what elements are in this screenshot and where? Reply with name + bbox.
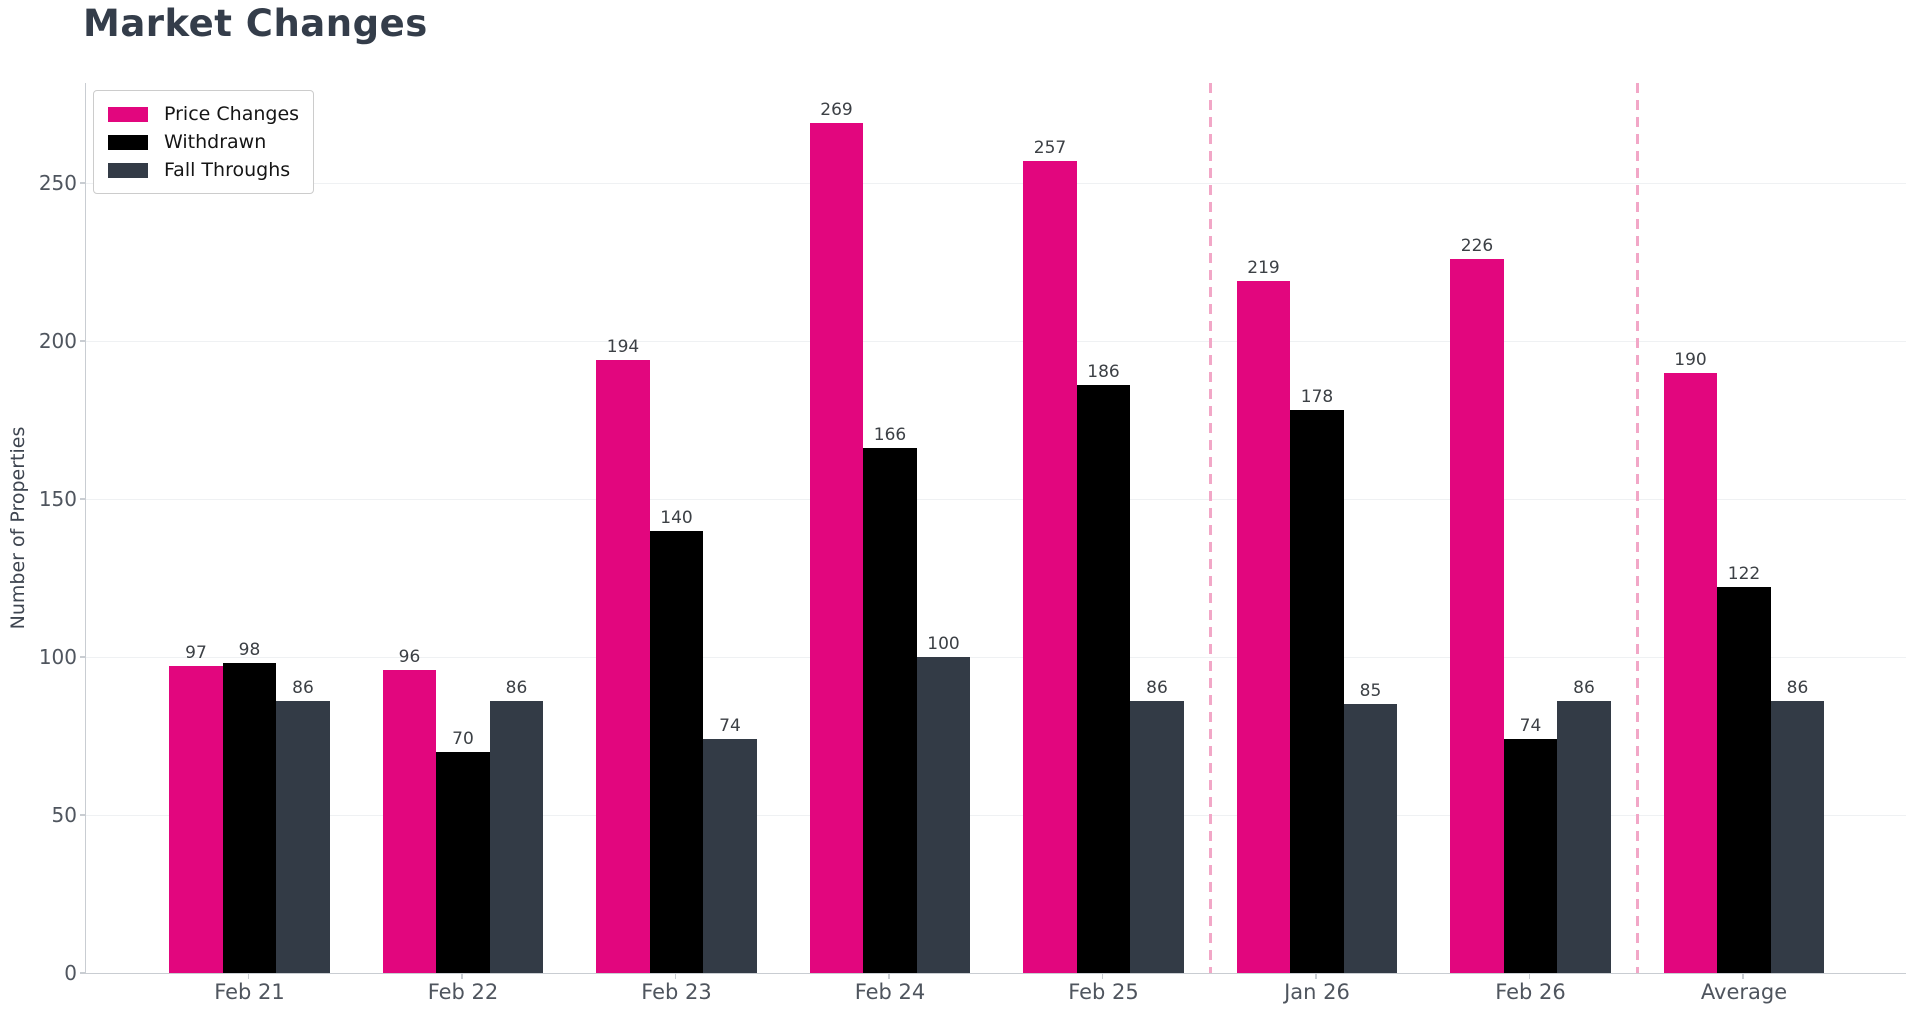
- y-tick-label-150: 150: [38, 486, 77, 511]
- bar-value-label: 194: [606, 336, 640, 357]
- y-tick-label-250: 250: [38, 170, 77, 195]
- plot-area: 97 98 86 Feb 21 96 70 86 Feb 22 194 140 74 Feb 23 26…: [85, 83, 1906, 1004]
- gridline-100: [86, 656, 1906, 658]
- bar-fall-throughs-feb-26: [1557, 701, 1611, 973]
- bar-value-label: 219: [1247, 257, 1280, 278]
- y-tick-mark-0: [80, 972, 85, 974]
- bar-price-changes-jan-26: [1236, 280, 1291, 973]
- bar-value-label: 86: [1146, 678, 1168, 699]
- y-tick-mark-50: [80, 814, 85, 816]
- legend-item-price-changes: Price Changes: [108, 100, 299, 128]
- bar-price-changes-average: [1663, 372, 1718, 973]
- bar-fall-throughs-feb-21: [276, 701, 330, 973]
- y-tick-label-100: 100: [38, 644, 77, 669]
- y-tick-label-200: 200: [38, 328, 77, 353]
- bar-value-label: 86: [1573, 678, 1595, 699]
- gridline-150: [86, 498, 1906, 500]
- x-tick-mark-feb-24: [888, 974, 890, 979]
- bar-price-changes-feb-22: [382, 669, 437, 973]
- x-tick-mark-feb-23: [674, 974, 677, 979]
- bar-withdrawn-feb-21: [222, 663, 277, 973]
- gridline-250: [86, 182, 1906, 184]
- bar-price-changes-feb-23: [596, 359, 650, 973]
- bar-withdrawn-jan-26: [1290, 410, 1344, 973]
- y-tick-label-0: 0: [64, 961, 77, 985]
- bar-value-label: 226: [1460, 235, 1494, 256]
- x-tick-label-average: Average: [1700, 980, 1788, 1004]
- bar-withdrawn-feb-25: [1076, 385, 1131, 973]
- bar-value-label: 74: [719, 716, 741, 737]
- legend-item-fall-throughs: Fall Throughs: [108, 156, 299, 184]
- bar-value-label: 86: [292, 678, 314, 699]
- period-separator-line: [1208, 83, 1212, 973]
- x-tick-label-feb-23: Feb 23: [641, 980, 712, 1004]
- bar-value-label: 269: [820, 99, 853, 120]
- bar-withdrawn-feb-23: [649, 530, 704, 973]
- bar-price-changes-feb-21: [169, 666, 223, 973]
- bar-value-label: 186: [1087, 362, 1120, 383]
- bar-fall-throughs-jan-26: [1343, 704, 1398, 973]
- bar-value-label: 85: [1359, 681, 1382, 702]
- bar-fall-throughs-feb-25: [1130, 701, 1184, 973]
- bar-withdrawn-feb-26: [1503, 739, 1558, 973]
- gridline-200: [86, 340, 1906, 342]
- x-tick-label-feb-22: Feb 22: [427, 980, 499, 1004]
- period-separator-line: [1635, 83, 1639, 973]
- bar-value-label: 257: [1033, 137, 1067, 158]
- y-axis-title: Number of Properties: [7, 426, 29, 630]
- x-tick-label-feb-21: Feb 21: [214, 980, 285, 1004]
- bar-price-changes-feb-25: [1023, 160, 1077, 973]
- legend-swatch-fall-throughs: [108, 162, 148, 178]
- x-tick-mark-feb-22: [461, 974, 463, 979]
- bar-fall-throughs-feb-22: [489, 701, 544, 973]
- legend-item-withdrawn: Withdrawn: [108, 128, 299, 156]
- x-tick-label-jan-26: Jan 26: [1284, 980, 1350, 1004]
- bar-value-label: 86: [1786, 678, 1809, 699]
- x-tick-mark-average: [1742, 974, 1744, 979]
- y-tick-mark-200: [80, 340, 85, 342]
- legend-label-withdrawn: Withdrawn: [164, 131, 267, 153]
- y-tick-mark-250: [80, 182, 85, 184]
- x-tick-label-feb-24: Feb 24: [854, 980, 926, 1004]
- y-tick-label-50: 50: [51, 803, 77, 827]
- bar-withdrawn-average: [1717, 587, 1771, 973]
- x-tick-mark-feb-21: [247, 974, 250, 979]
- bar-value-label: 178: [1300, 387, 1334, 408]
- bar-fall-throughs-feb-24: [916, 656, 971, 973]
- bar-value-label: 98: [238, 640, 261, 661]
- x-tick-label-feb-25: Feb 25: [1068, 980, 1139, 1004]
- bar-withdrawn-feb-24: [863, 448, 917, 973]
- chart-title: Market Changes: [83, 2, 428, 45]
- bar-value-label: 166: [873, 425, 907, 446]
- x-tick-mark-jan-26: [1315, 974, 1317, 979]
- bar-value-label: 97: [185, 643, 207, 664]
- y-tick-mark-100: [80, 656, 85, 658]
- legend-label-fall-throughs: Fall Throughs: [164, 159, 291, 181]
- x-tick-label-feb-26: Feb 26: [1495, 980, 1566, 1004]
- x-tick-mark-feb-26: [1528, 974, 1531, 979]
- bar-value-label: 74: [1519, 716, 1542, 737]
- bar-value-label: 140: [660, 507, 693, 528]
- x-tick-mark-feb-25: [1101, 974, 1104, 979]
- bar-value-label: 100: [927, 633, 960, 654]
- bar-price-changes-feb-24: [809, 122, 864, 973]
- y-tick-mark-150: [80, 498, 85, 500]
- legend-label-price-changes: Price Changes: [164, 103, 300, 125]
- bar-withdrawn-feb-22: [436, 751, 490, 973]
- legend-swatch-withdrawn: [108, 134, 148, 150]
- bar-value-label: 122: [1727, 564, 1761, 585]
- bar-value-label: 96: [398, 646, 421, 667]
- legend: Price Changes Withdrawn Fall Throughs: [93, 90, 315, 194]
- legend-swatch-price-changes: [108, 106, 148, 122]
- bar-fall-throughs-average: [1770, 701, 1825, 973]
- bar-value-label: 86: [505, 678, 528, 699]
- bar-price-changes-feb-26: [1450, 258, 1504, 973]
- bar-value-label: 70: [452, 728, 474, 749]
- gridline-50: [86, 815, 1906, 816]
- bar-fall-throughs-feb-23: [703, 739, 757, 973]
- bar-value-label: 190: [1674, 349, 1707, 370]
